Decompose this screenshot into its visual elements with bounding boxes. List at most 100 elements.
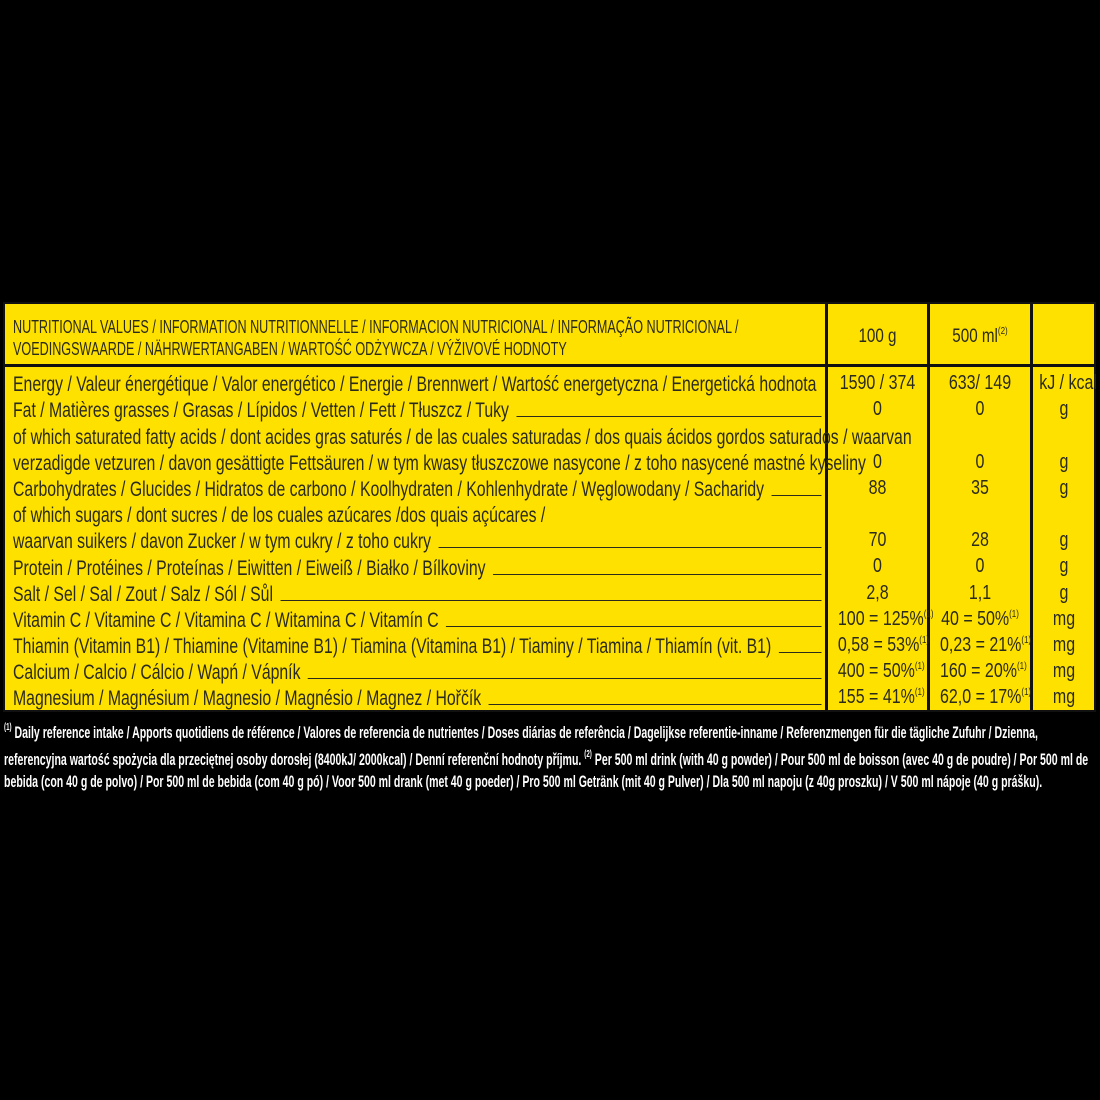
nutrient-label-line: Protein / Protéines / Proteínas / Eiwitt… xyxy=(13,553,822,580)
value-per-100g: 0 xyxy=(838,398,917,421)
nutrient-label: of which saturated fatty acids / dont ac… xyxy=(13,424,912,449)
column-divider xyxy=(927,304,930,710)
value-per-500ml: 0 xyxy=(940,398,1020,421)
value-per-100g-text: 88 xyxy=(868,476,887,499)
value-per-100g-text: 100 = 125% xyxy=(837,607,924,630)
unit-text: mg xyxy=(1052,660,1076,683)
column-divider xyxy=(1030,304,1033,710)
value-per-500ml: 0 xyxy=(940,555,1020,578)
value-per-500ml-text: 0 xyxy=(975,398,985,421)
nutrient-label-line: Thiamin (Vitamin B1) / Thiamine (Vitamin… xyxy=(13,632,822,658)
title-line: NUTRITIONAL VALUES / INFORMATION NUTRITI… xyxy=(13,317,739,337)
unit-text: kJ / kcal xyxy=(1039,372,1097,394)
nutrient-label: of which sugars / dont sucres / de los c… xyxy=(13,503,546,528)
value-per-500ml-text: 35 xyxy=(971,476,989,499)
footnote-ref: (1) xyxy=(1016,661,1027,673)
footnote-marker: (1) xyxy=(4,722,12,733)
value-per-100g: 155 = 41%(1) xyxy=(837,686,925,709)
nutrient-label-line: Calcium / Calcio / Cálcio / Wapń / Vápní… xyxy=(13,658,822,684)
unit-text: mg xyxy=(1052,686,1076,709)
value-per-100g: 70 xyxy=(838,529,917,552)
value-per-100g-text: 0 xyxy=(873,398,882,421)
value-per-500ml: 633/ 149 xyxy=(940,372,1020,395)
leader-line xyxy=(438,547,822,549)
value-per-500ml-text: 40 = 50% xyxy=(941,607,1010,630)
value-per-100g: 88 xyxy=(838,477,917,500)
value-per-100g-text: 155 = 41% xyxy=(837,686,915,709)
unit-text: g xyxy=(1059,555,1069,578)
value-per-100g-text: 0,58 = 53% xyxy=(837,634,920,656)
value-per-500ml-text: 633/ 149 xyxy=(948,372,1012,394)
title-line: VOEDINGSWAARDE / NÄHRWERTANGABEN / WARTO… xyxy=(13,339,567,359)
footnote-ref: (1) xyxy=(1009,608,1019,620)
footnote-ref: (1) xyxy=(923,608,934,620)
footnote-ref: (1) xyxy=(919,635,930,646)
value-per-500ml-text: 0,23 = 21% xyxy=(940,634,1022,656)
unit: g xyxy=(1039,582,1089,605)
unit-text: g xyxy=(1059,398,1069,421)
value-per-500ml: 0,23 = 21%(1) xyxy=(940,634,1031,657)
footnote-text: Per 500 ml drink (with 40 g powder) / Po… xyxy=(4,750,1089,791)
value-per-500ml: 28 xyxy=(940,529,1020,552)
footnote-ref: (1) xyxy=(1021,635,1032,646)
footnote-marker: (2) xyxy=(584,749,592,760)
nutrient-label-line: waarvan suikers / davon Zucker / w tym c… xyxy=(13,527,822,553)
footnote-ref: (1) xyxy=(1021,687,1032,699)
nutrient-label-line: of which saturated fatty acids / dont ac… xyxy=(13,422,912,449)
leader-line xyxy=(778,652,822,654)
unit-text: g xyxy=(1059,581,1069,604)
nutrient-label-line: Fat / Matières grasses / Grasas / Lípido… xyxy=(13,396,822,422)
leader-line xyxy=(488,704,822,706)
nutrient-label-line: Magnesium / Magnésium / Magnesio / Magné… xyxy=(13,684,822,710)
nutrient-label: Magnesium / Magnésium / Magnesio / Magné… xyxy=(13,686,482,711)
value-per-100g: 0 xyxy=(838,451,917,474)
unit: mg xyxy=(1039,634,1089,657)
unit: mg xyxy=(1039,660,1089,683)
header-divider xyxy=(5,364,1094,367)
value-per-500ml-text: 0 xyxy=(975,555,985,578)
value-per-500ml-text: 1,1 xyxy=(968,581,992,604)
nutrient-label-line: Salt / Sel / Sal / Zout / Salz / Sól / S… xyxy=(13,580,822,606)
footnote-ref: (1) xyxy=(914,661,925,673)
table-title: NUTRITIONAL VALUES / INFORMATION NUTRITI… xyxy=(13,316,783,360)
unit: kJ / kcal xyxy=(1039,372,1097,395)
nutrient-label: Calcium / Calcio / Cálcio / Wapń / Vápní… xyxy=(13,660,301,685)
value-per-500ml-text: 28 xyxy=(971,529,989,552)
unit: g xyxy=(1039,477,1089,500)
nutrition-table: NUTRITIONAL VALUES / INFORMATION NUTRITI… xyxy=(3,302,1097,712)
unit-text: g xyxy=(1059,529,1069,552)
value-per-100g: 0,58 = 53%(1) xyxy=(837,634,929,657)
value-per-100g-text: 0 xyxy=(873,555,882,578)
column-header-label: 500 ml xyxy=(952,326,998,347)
unit: g xyxy=(1039,398,1089,421)
value-per-500ml-text: 160 = 20% xyxy=(940,660,1017,683)
unit-text: g xyxy=(1059,476,1069,499)
value-per-100g-text: 400 = 50% xyxy=(837,660,915,683)
value-per-100g-text: 1590 / 374 xyxy=(839,372,916,394)
nutrient-label: Vitamin C / Vitamine C / Vitamina C / Wi… xyxy=(13,607,439,632)
footnote-ref: (1) xyxy=(914,687,925,699)
unit: g xyxy=(1039,451,1089,474)
unit: mg xyxy=(1039,608,1089,631)
nutrient-label-line: Energy / Valeur énergétique / Valor ener… xyxy=(13,370,822,396)
leader-line xyxy=(516,416,822,418)
nutrient-label: waarvan suikers / davon Zucker / w tym c… xyxy=(13,529,432,554)
nutrient-label-line: Carbohydrates / Glucides / Hidratos de c… xyxy=(13,475,822,501)
leader-line xyxy=(280,599,822,601)
unit: mg xyxy=(1039,686,1089,709)
value-per-100g: 100 = 125%(1) xyxy=(838,608,934,631)
column-header-100g: 100 g xyxy=(838,326,917,348)
leader-line xyxy=(307,678,822,680)
unit-text: mg xyxy=(1052,634,1076,656)
value-per-100g: 0 xyxy=(838,555,917,578)
leader-line xyxy=(445,625,822,627)
column-header-500ml: 500 ml(2) xyxy=(940,326,1020,348)
unit: g xyxy=(1039,529,1089,552)
value-per-500ml: 40 = 50%(1) xyxy=(940,608,1020,631)
value-per-500ml: 0 xyxy=(940,451,1020,474)
nutrient-label: verzadigde vetzuren / davon gesättigte F… xyxy=(13,450,866,475)
unit-text: mg xyxy=(1052,607,1076,630)
footnote-ref: (2) xyxy=(997,326,1008,337)
column-header-label: 100 g xyxy=(858,326,897,347)
value-per-500ml: 1,1 xyxy=(940,582,1020,605)
